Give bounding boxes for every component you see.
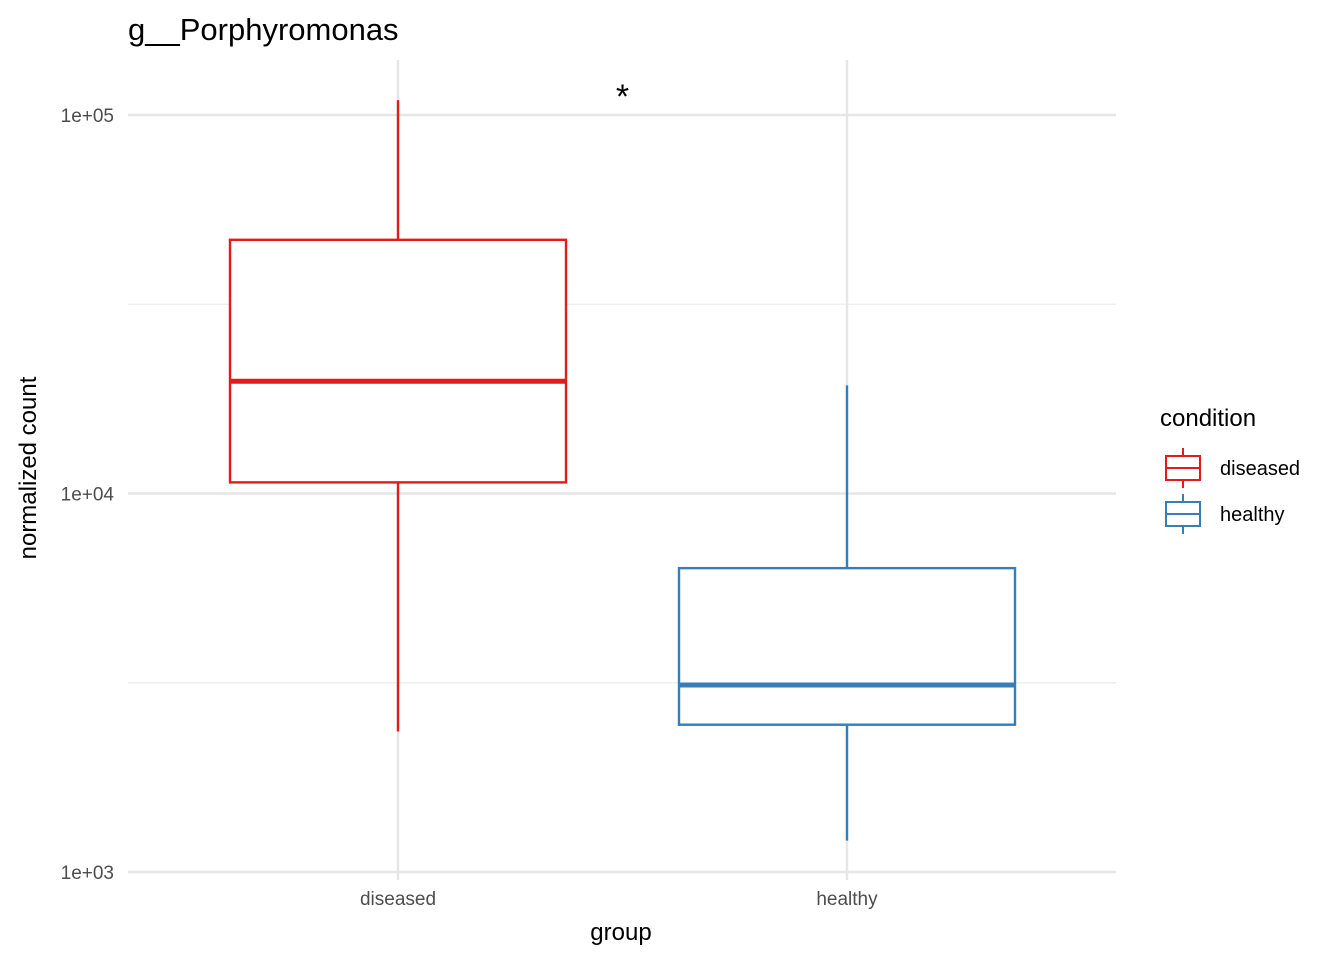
legend: condition diseased healthy: [1160, 405, 1300, 534]
legend-label-diseased: diseased: [1220, 458, 1300, 480]
boxes: [228, 100, 1017, 841]
x-axis-ticks: diseased healthy: [360, 889, 878, 910]
annotations: *: [616, 78, 629, 116]
box-diseased: [228, 100, 568, 732]
legend-label-healthy: healthy: [1220, 504, 1285, 526]
legend-title: condition: [1160, 405, 1256, 432]
y-axis-title: normalized count: [15, 376, 42, 559]
y-axis-ticks: 1e+03 1e+04 1e+05: [61, 106, 115, 884]
legend-item-diseased: diseased: [1165, 448, 1300, 488]
x-tick-label-diseased: diseased: [360, 889, 436, 910]
y-tick-label: 1e+04: [61, 485, 115, 506]
box-healthy: [677, 385, 1017, 841]
legend-key-diseased: [1165, 448, 1201, 488]
chart-title: g__Porphyromonas: [128, 12, 399, 47]
legend-item-healthy: healthy: [1165, 494, 1285, 534]
x-axis-title: group: [590, 919, 651, 946]
x-tick-label-healthy: healthy: [816, 889, 878, 910]
iqr-box: [228, 238, 568, 484]
y-tick-label: 1e+03: [61, 863, 114, 884]
legend-key-healthy: [1165, 494, 1201, 534]
significance-marker: *: [616, 78, 629, 116]
iqr-box: [677, 566, 1017, 726]
y-tick-label: 1e+05: [61, 106, 114, 127]
